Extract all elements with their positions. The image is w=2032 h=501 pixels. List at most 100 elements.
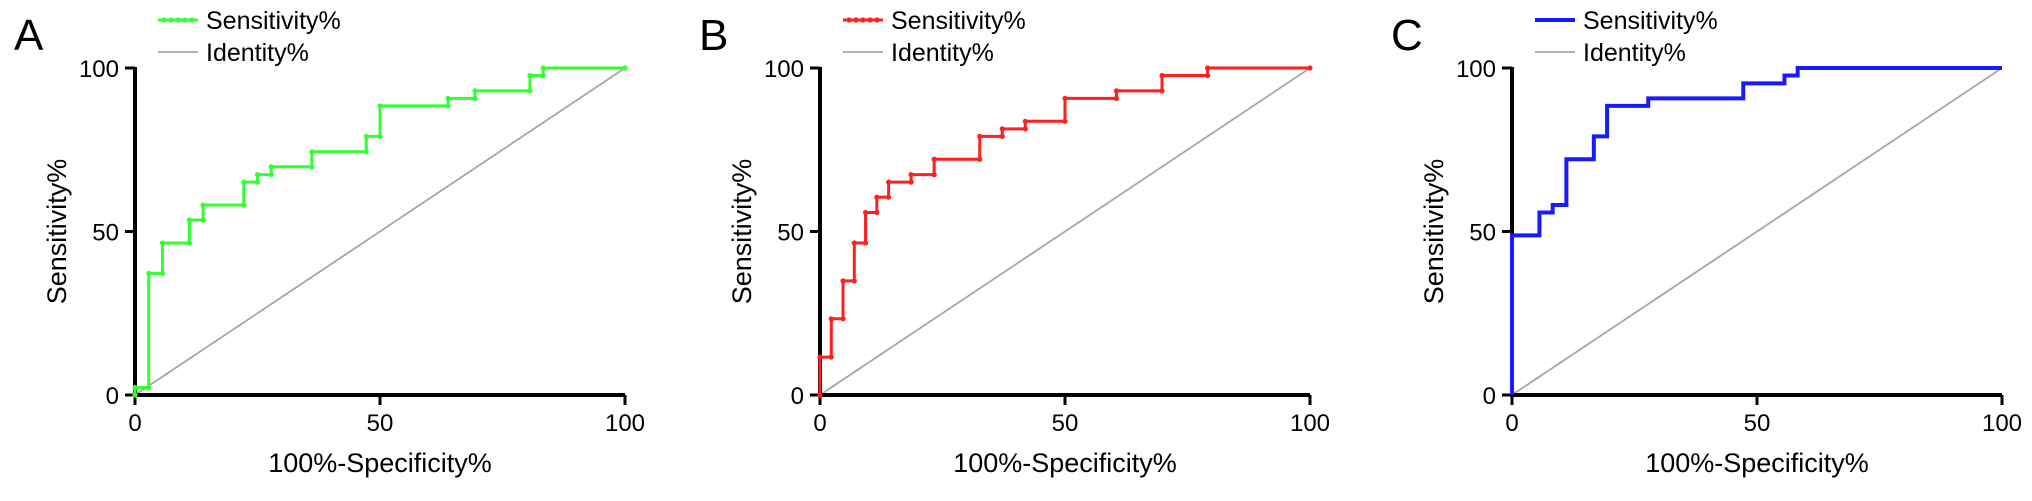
- sensitivity-point: [445, 95, 451, 102]
- y-axis-title: Sensitivity%: [42, 159, 72, 305]
- y-axis-title: Sensitivity%: [727, 159, 757, 305]
- legend-marker: [189, 17, 195, 23]
- sensitivity-point: [200, 217, 206, 223]
- legend-marker: [874, 17, 880, 23]
- sensitivity-point: [186, 240, 192, 246]
- sensitivity-point: [377, 103, 383, 109]
- sensitivity-point: [472, 88, 478, 94]
- sensitivity-point: [1022, 126, 1028, 132]
- x-axis-title: 100%-Specificity%: [1645, 448, 1869, 478]
- sensitivity-point: [146, 270, 152, 276]
- sensitivity-point: [1204, 65, 1211, 71]
- x-tick-label: 0: [128, 410, 141, 437]
- sensitivity-point: [527, 88, 533, 94]
- sensitivity-point: [254, 172, 261, 178]
- legend-marker: [161, 17, 167, 23]
- sensitivity-point: [540, 72, 546, 79]
- y-tick-label: 0: [1483, 383, 1496, 410]
- sensitivity-point: [309, 164, 315, 170]
- sensitivity-point: [1113, 88, 1120, 94]
- x-axis-title: 100%-Specificity%: [268, 448, 492, 478]
- sensitivity-point: [241, 202, 247, 208]
- sensitivity-point: [817, 354, 823, 360]
- sensitivity-curve: [1510, 66, 2002, 395]
- legend-label-sensitivity: Sensitivity%: [891, 7, 1026, 35]
- sensitivity-point: [540, 65, 546, 71]
- sensitivity-point: [186, 217, 192, 223]
- legend-marker: [867, 17, 873, 23]
- identity-line: [819, 67, 1311, 396]
- legend-marker: [853, 17, 859, 23]
- roc-panel-a: A 0 50 100 0 50 100 100%-Specificity% Sensitivi…: [0, 0, 690, 501]
- identity-line: [1511, 67, 2003, 396]
- x-tick-label: 0: [1505, 410, 1518, 437]
- y-tick-label: 50: [777, 220, 804, 247]
- roc-panel-b: B 0 50 100 0 50 100 100%-Specificity% Sensitivi…: [685, 0, 1375, 501]
- x-tick-label: 0: [813, 410, 826, 437]
- sensitivity-point: [977, 156, 983, 162]
- sensitivity-point: [886, 179, 892, 185]
- sensitivity-point: [1062, 118, 1068, 124]
- legend-marker: [168, 17, 174, 23]
- sensitivity-point: [999, 133, 1005, 139]
- sensitivity-point: [254, 179, 261, 185]
- legend-label-identity: Identity%: [891, 39, 994, 67]
- panel-letter: A: [14, 11, 44, 60]
- sensitivity-point: [268, 164, 274, 170]
- sensitivity-point: [851, 240, 857, 246]
- y-tick-label: 50: [1469, 220, 1496, 247]
- roc-chart-c: C 0 50 100 0 50 100 100%-Specificity% Sensitivi…: [1391, 7, 2022, 478]
- panel-letter: C: [1391, 11, 1423, 60]
- y-tick-label: 100: [1456, 56, 1496, 83]
- legend-label-sensitivity: Sensitivity%: [1583, 7, 1718, 35]
- sensitivity-point: [862, 209, 869, 216]
- sensitivity-point: [159, 240, 166, 246]
- roc-panel-c: C 0 50 100 0 50 100 100%-Specificity% Sensitivi…: [1377, 0, 2032, 501]
- sensitivity-point: [999, 126, 1005, 132]
- legend-label-sensitivity: Sensitivity%: [206, 7, 341, 35]
- sensitivity-point: [817, 392, 823, 398]
- y-tick-label: 0: [106, 383, 119, 410]
- sensitivity-point: [931, 156, 937, 162]
- sensitivity-point: [241, 179, 247, 185]
- y-tick-label: 100: [79, 56, 119, 83]
- y-tick-label: 50: [92, 220, 119, 247]
- sensitivity-point: [1062, 95, 1068, 102]
- x-tick-label: 100: [1982, 410, 2022, 437]
- sensitivity-point: [1307, 65, 1313, 71]
- x-tick-label: 50: [367, 410, 394, 437]
- y-axis-title: Sensitivity%: [1419, 159, 1449, 305]
- sensitivity-point: [146, 384, 152, 391]
- sensitivity-point: [874, 209, 880, 216]
- sensitivity-point: [1159, 88, 1165, 94]
- legend-marker: [175, 17, 181, 23]
- identity-line: [134, 67, 626, 396]
- sensitivity-point: [840, 278, 846, 284]
- sensitivity-point: [132, 392, 138, 398]
- legend-marker: [182, 17, 188, 23]
- sensitivity-point: [851, 278, 857, 284]
- legend-label-identity: Identity%: [1583, 39, 1686, 67]
- sensitivity-point: [1204, 72, 1211, 79]
- x-tick-label: 100: [605, 410, 645, 437]
- sensitivity-point: [363, 133, 369, 139]
- sensitivity-point: [159, 270, 166, 276]
- x-tick-label: 50: [1052, 410, 1079, 437]
- sensitivity-point: [309, 149, 315, 155]
- roc-chart-b: B 0 50 100 0 50 100 100%-Specificity% Sensitivi…: [699, 7, 1330, 478]
- panel-letter: B: [699, 11, 728, 60]
- sensitivity-point: [840, 316, 846, 322]
- sensitivity-point: [1113, 95, 1120, 102]
- sensitivity-point: [828, 354, 834, 360]
- sensitivity-point: [931, 172, 937, 178]
- sensitivity-point: [908, 179, 914, 185]
- legend-marker: [860, 17, 866, 23]
- x-tick-label: 50: [1744, 410, 1771, 437]
- sensitivity-point: [886, 194, 892, 200]
- sensitivity-point: [874, 194, 880, 200]
- sensitivity-point: [1022, 118, 1028, 124]
- sensitivity-point: [132, 384, 138, 391]
- sensitivity-point: [908, 172, 914, 178]
- sensitivity-point: [862, 240, 869, 246]
- sensitivity-point: [377, 133, 383, 139]
